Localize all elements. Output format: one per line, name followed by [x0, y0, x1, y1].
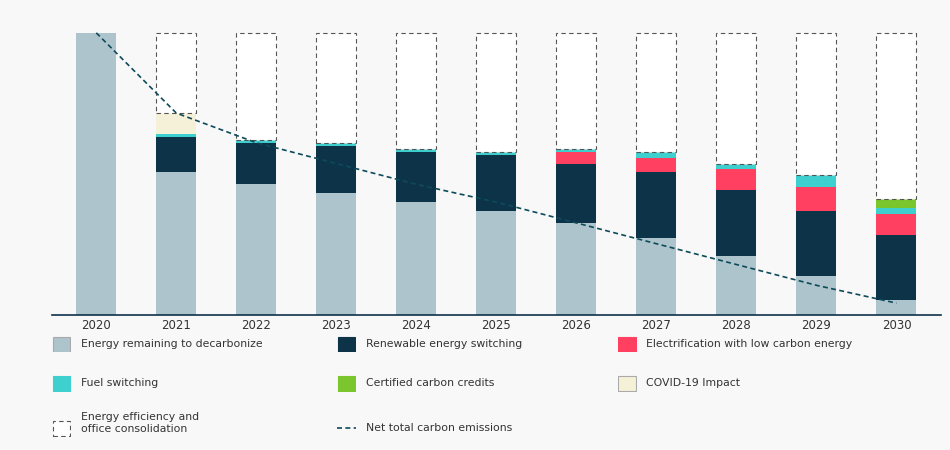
- Bar: [76, 33, 116, 315]
- Bar: [796, 211, 836, 276]
- FancyBboxPatch shape: [716, 33, 756, 163]
- FancyBboxPatch shape: [338, 376, 355, 391]
- Bar: [476, 152, 517, 155]
- Bar: [636, 238, 676, 315]
- Bar: [796, 187, 836, 211]
- Bar: [476, 211, 517, 315]
- FancyBboxPatch shape: [877, 33, 917, 199]
- Bar: [476, 155, 517, 211]
- Bar: [877, 214, 917, 235]
- Bar: [237, 140, 276, 143]
- FancyBboxPatch shape: [338, 337, 355, 351]
- FancyBboxPatch shape: [53, 376, 70, 391]
- Bar: [716, 190, 756, 256]
- Bar: [396, 148, 436, 152]
- Bar: [237, 143, 276, 184]
- FancyBboxPatch shape: [557, 33, 597, 148]
- Text: Energy efficiency and
office consolidation: Energy efficiency and office consolidati…: [81, 412, 199, 434]
- Text: Net total carbon emissions: Net total carbon emissions: [366, 423, 512, 433]
- Bar: [557, 152, 597, 163]
- FancyBboxPatch shape: [618, 337, 636, 351]
- FancyBboxPatch shape: [316, 33, 356, 143]
- Bar: [316, 193, 356, 315]
- Bar: [396, 202, 436, 315]
- Bar: [877, 235, 917, 300]
- Bar: [396, 152, 436, 202]
- Bar: [636, 158, 676, 172]
- Bar: [557, 148, 597, 152]
- Bar: [877, 199, 917, 208]
- FancyBboxPatch shape: [53, 337, 70, 351]
- Bar: [157, 134, 197, 137]
- Text: COVID-19 Impact: COVID-19 Impact: [646, 378, 740, 388]
- Bar: [716, 256, 756, 315]
- Bar: [636, 172, 676, 238]
- Text: Renewable energy switching: Renewable energy switching: [366, 339, 522, 349]
- Bar: [557, 163, 597, 223]
- FancyBboxPatch shape: [618, 376, 636, 391]
- FancyBboxPatch shape: [796, 33, 836, 176]
- Bar: [877, 208, 917, 214]
- Text: Fuel switching: Fuel switching: [81, 378, 158, 388]
- Bar: [877, 300, 917, 315]
- FancyBboxPatch shape: [476, 33, 517, 152]
- Bar: [157, 137, 197, 172]
- Bar: [796, 176, 836, 187]
- Bar: [316, 143, 356, 146]
- Bar: [557, 223, 597, 315]
- FancyBboxPatch shape: [396, 33, 436, 148]
- Bar: [157, 113, 197, 134]
- FancyBboxPatch shape: [53, 421, 70, 436]
- Bar: [237, 184, 276, 315]
- Text: Energy remaining to decarbonize: Energy remaining to decarbonize: [81, 339, 262, 349]
- Bar: [636, 152, 676, 158]
- FancyBboxPatch shape: [237, 33, 276, 140]
- FancyBboxPatch shape: [636, 33, 676, 152]
- Bar: [796, 276, 836, 315]
- Text: Electrification with low carbon energy: Electrification with low carbon energy: [646, 339, 852, 349]
- FancyBboxPatch shape: [157, 33, 197, 113]
- Bar: [316, 146, 356, 193]
- Bar: [716, 163, 756, 170]
- Text: Certified carbon credits: Certified carbon credits: [366, 378, 494, 388]
- Bar: [157, 172, 197, 315]
- Bar: [716, 170, 756, 190]
